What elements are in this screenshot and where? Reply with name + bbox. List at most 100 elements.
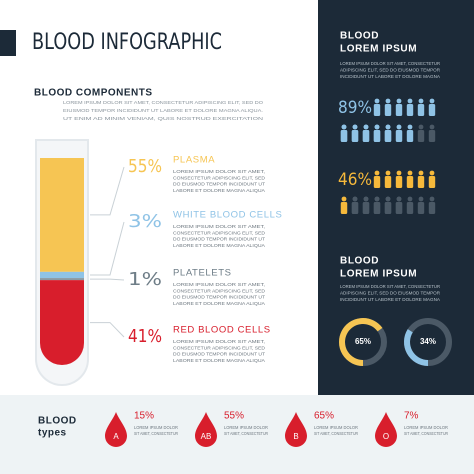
- component-name: PLASMA: [173, 155, 215, 166]
- stat-label: 89%: [338, 98, 372, 118]
- icon-head: [352, 196, 358, 202]
- icon-body: [406, 104, 414, 116]
- body-text: ADIPISCING ELIT, SED DO EIUSMOD TEMPOR: [340, 68, 441, 73]
- icon-body: [417, 202, 425, 214]
- icon-body: [351, 130, 359, 142]
- icon-head: [363, 124, 369, 130]
- tube-segment: [40, 280, 84, 365]
- components-heading: BLOOD COMPONENTS: [34, 88, 153, 99]
- icon-head: [374, 170, 380, 176]
- person-icon: [428, 124, 436, 142]
- tube-segment: [40, 278, 84, 281]
- icon-body: [373, 202, 381, 214]
- icon-head: [407, 124, 413, 130]
- connector: [90, 221, 125, 276]
- person-icon: [406, 170, 414, 188]
- icon-head: [429, 196, 435, 202]
- body-text: UT ENIM AD MINIM VENIAM, QUIS NOSTRUD EX…: [63, 116, 263, 121]
- donut-arc: [404, 329, 429, 366]
- icon-body: [384, 176, 392, 188]
- percent-label: 41%: [128, 326, 162, 347]
- body-text: CONSECTETUR ADIPISCING ELIT, SED: [173, 175, 266, 180]
- person-icon: [395, 98, 403, 116]
- types-heading: BLOOD: [38, 416, 77, 427]
- component-name: RED BLOOD CELLS: [173, 325, 271, 336]
- blood-drop: [195, 412, 217, 447]
- body-text: LOREM IPSUM DOLOR SIT AMET,: [173, 169, 265, 174]
- component-name: PLATELETS: [173, 268, 232, 279]
- body-text: INCIDIDUNT UT LABORE ET DOLORE MAGNA: [340, 297, 440, 302]
- panel-heading: LOREM IPSUM: [340, 269, 417, 280]
- drop-letter: A: [113, 432, 119, 441]
- icon-body: [428, 176, 436, 188]
- icon-head: [407, 98, 413, 104]
- body-text: LABORE ET DOLORE MAGNA ALIQUA: [173, 358, 265, 363]
- body-text: DO EIUSMOD TEMPOR INCIDIDUNT UT: [173, 237, 265, 242]
- icon-body: [384, 202, 392, 214]
- icon-head: [385, 196, 391, 202]
- icon-body: [406, 130, 414, 142]
- person-icon: [384, 170, 392, 188]
- percent-label: 3%: [128, 211, 162, 232]
- donut-label: 34%: [420, 337, 436, 346]
- donut-arc: [339, 318, 383, 366]
- blood-drop: [285, 412, 307, 447]
- person-icon: [417, 170, 425, 188]
- tube-segment: [40, 158, 84, 272]
- percent-label: 55%: [128, 156, 162, 177]
- body-text: LABORE ET DOLORE MAGNA ALIQUA: [173, 243, 265, 248]
- icon-body: [428, 130, 436, 142]
- person-icon: [395, 170, 403, 188]
- person-icon: [373, 98, 381, 116]
- body-text: CONSECTETUR ADIPISCING ELIT, SED: [173, 230, 266, 235]
- icon-head: [429, 124, 435, 130]
- body-text: LOREM IPSUM DOLOR SIT AMET, CONSECTETUR: [340, 284, 441, 289]
- icon-head: [418, 124, 424, 130]
- type-percent: 7%: [404, 411, 419, 422]
- person-icon: [340, 196, 348, 214]
- icon-body: [362, 202, 370, 214]
- person-icon: [417, 196, 425, 214]
- icon-head: [341, 124, 347, 130]
- blood-drop: [375, 412, 397, 447]
- connector: [90, 322, 125, 338]
- icon-body: [351, 202, 359, 214]
- content: LOREM IPSUM DOLOR SIT AMET, CONSECTETUR …: [35, 31, 452, 447]
- person-icon: [384, 124, 392, 142]
- body-text: SIT AMET, CONSECTETUR: [134, 431, 179, 436]
- connector: [90, 278, 125, 281]
- person-icon: [417, 98, 425, 116]
- icon-head: [429, 170, 435, 176]
- body-text: LOREM IPSUM DOLOR SIT AMET,: [173, 224, 265, 229]
- body-text: DO EIUSMOD TEMPOR INCIDIDUNT UT: [173, 182, 265, 187]
- person-icon: [428, 98, 436, 116]
- icon-body: [362, 130, 370, 142]
- icon-head: [429, 98, 435, 104]
- icon-head: [418, 170, 424, 176]
- icon-head: [385, 170, 391, 176]
- body-text: LOREM IPSUM DOLOR SIT AMET,: [173, 282, 265, 287]
- person-icon: [406, 124, 414, 142]
- drop-letter: O: [383, 432, 389, 441]
- person-icon: [373, 196, 381, 214]
- icon-head: [418, 196, 424, 202]
- icon-body: [428, 104, 436, 116]
- person-icon: [384, 196, 392, 214]
- body-text: LOREM IPSUM DOLOR: [404, 425, 449, 430]
- icon-head: [396, 98, 402, 104]
- component-name: WHITE BLOOD CELLS: [173, 210, 282, 221]
- person-icon: [351, 124, 359, 142]
- icon-head: [341, 196, 347, 202]
- body-text: INCIDIDUNT UT LABORE ET DOLORE MAGNA: [340, 74, 440, 79]
- icon-body: [373, 176, 381, 188]
- icon-head: [407, 196, 413, 202]
- body-text: CONSECTETUR ADIPISCING ELIT, SED: [173, 288, 266, 293]
- type-percent: 55%: [224, 411, 244, 422]
- icon-body: [373, 104, 381, 116]
- person-icon: [362, 196, 370, 214]
- person-icon: [395, 124, 403, 142]
- icon-head: [407, 170, 413, 176]
- icon-head: [385, 98, 391, 104]
- body-text: SIT AMET, CONSECTETUR: [404, 431, 449, 436]
